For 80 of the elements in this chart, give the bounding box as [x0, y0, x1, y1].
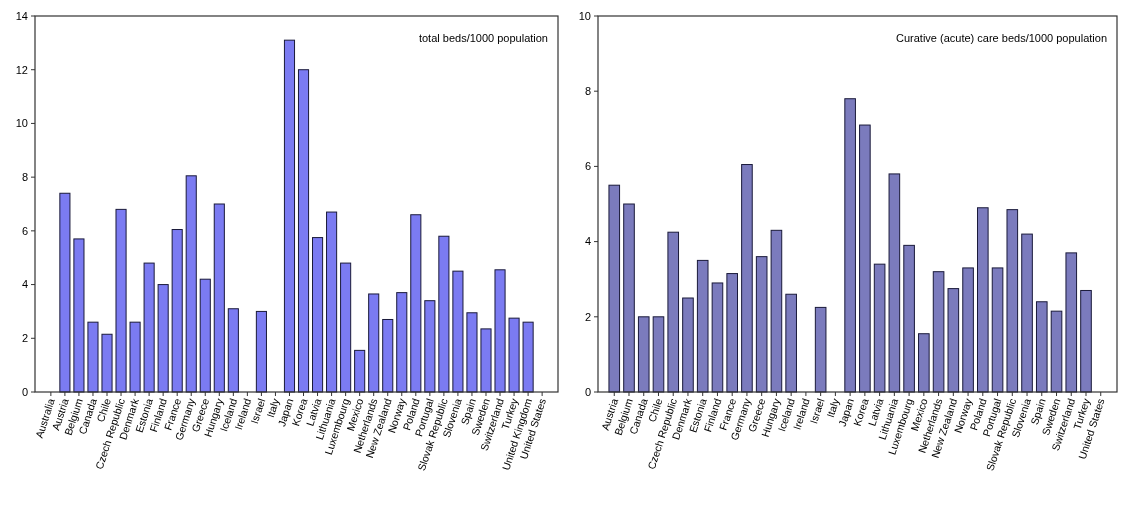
y-tick-label: 4 [584, 235, 591, 248]
bar [438, 235, 450, 393]
bar [129, 321, 141, 393]
bar [1035, 301, 1048, 393]
text: total beds/1000 population [418, 32, 548, 44]
bar [844, 98, 856, 393]
bar [991, 267, 1004, 393]
y-tick-label: 10 [15, 117, 28, 130]
bar [522, 321, 534, 393]
bar [682, 297, 694, 393]
y-tick-label: 2 [21, 332, 28, 345]
bar [312, 237, 324, 393]
bar [326, 211, 338, 393]
bar [918, 333, 930, 393]
bar [726, 273, 738, 393]
bar [1080, 289, 1092, 393]
bar [185, 175, 197, 393]
bar [452, 270, 464, 393]
bar [466, 312, 478, 393]
bar [903, 244, 915, 393]
bar [480, 328, 492, 393]
bar [382, 318, 394, 393]
bar [508, 317, 520, 393]
bar [888, 173, 901, 393]
bar [962, 267, 974, 393]
bar [73, 238, 85, 393]
bar [667, 231, 680, 393]
bar [785, 293, 797, 393]
y-tick-label: 0 [584, 385, 591, 398]
bar [213, 203, 225, 393]
bar [977, 207, 989, 393]
y-tick-label: 6 [584, 160, 591, 173]
bar [87, 321, 99, 393]
bar [1050, 310, 1063, 393]
bar [396, 292, 408, 393]
bar [1021, 233, 1033, 393]
bar [171, 229, 183, 393]
bar [1006, 209, 1019, 393]
bar [410, 214, 422, 393]
text: Curative (acute) care beds/1000 population [896, 32, 1107, 44]
bar [368, 293, 380, 393]
y-tick-label: 6 [21, 224, 28, 237]
y-tick-label: 8 [21, 170, 28, 183]
bar [711, 282, 724, 393]
bar [873, 263, 886, 393]
x-tick-label: Italy [823, 396, 842, 419]
bar [637, 316, 650, 393]
bar [741, 164, 753, 393]
bar [814, 306, 827, 393]
bar [770, 229, 783, 393]
y-tick-label: 0 [21, 385, 28, 398]
bar [859, 124, 871, 393]
bar [623, 203, 635, 393]
bar [101, 333, 113, 393]
bar [143, 262, 155, 393]
y-tick-label: 2 [584, 310, 591, 323]
bar [494, 269, 506, 393]
bar [115, 208, 127, 393]
bar [340, 262, 352, 393]
bar [255, 310, 267, 393]
y-tick-label: 8 [584, 85, 591, 98]
bar [652, 316, 665, 393]
y-tick-label: 14 [15, 9, 28, 22]
y-tick-label: 10 [578, 9, 591, 22]
bar [199, 278, 211, 393]
y-tick-label: 12 [15, 63, 28, 76]
bar [283, 39, 296, 393]
bar [227, 308, 239, 393]
y-tick-label: 4 [21, 278, 28, 291]
bar [696, 259, 709, 393]
bar [608, 184, 621, 393]
bar [932, 271, 945, 393]
bar [59, 192, 71, 393]
bar [947, 288, 960, 393]
bar [354, 349, 366, 393]
bar [424, 300, 436, 393]
bar [157, 284, 169, 393]
bar [1065, 252, 1078, 393]
bar [755, 256, 768, 393]
bar [297, 69, 310, 393]
